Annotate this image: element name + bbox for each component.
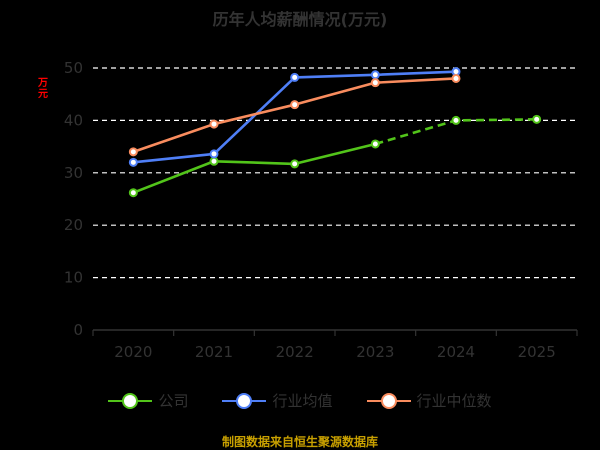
legend-symbol-industry-mean: [222, 392, 267, 409]
data-point[interactable]: [532, 114, 542, 124]
data-source-note: 制图数据来自恒生聚源数据库: [221, 435, 378, 449]
legend: 公司 行业均值 行业中位数: [0, 390, 600, 411]
data-point[interactable]: [209, 119, 219, 129]
y-tick-label: 0: [73, 321, 83, 339]
x-tick-label: 2025: [518, 343, 556, 361]
data-point[interactable]: [128, 188, 138, 198]
series-line: [132, 77, 457, 154]
data-point[interactable]: [451, 73, 461, 83]
data-point[interactable]: [128, 157, 138, 167]
y-tick-label: 30: [64, 164, 83, 182]
x-tick-label: 2020: [114, 343, 152, 361]
legend-item-company[interactable]: 公司: [108, 390, 188, 411]
x-tick-label: 2023: [356, 343, 394, 361]
x-tick-label: 2021: [195, 343, 233, 361]
grid-lines: [93, 67, 577, 279]
legend-item-industry-median[interactable]: 行业中位数: [366, 390, 492, 411]
axes: 0 10 20 30 40 50 2020 2021 2022 2023 2024 2025: [64, 59, 578, 361]
y-tick-label: 20: [64, 216, 83, 234]
legend-symbol-company: [108, 392, 153, 409]
legend-label-industry-median: 行业中位数: [416, 392, 492, 410]
legend-label-industry-mean: 行业均值: [272, 392, 333, 410]
data-point[interactable]: [209, 156, 219, 166]
legend-symbol-industry-median: [366, 392, 411, 409]
data-point[interactable]: [370, 78, 380, 88]
series-line: [132, 142, 376, 194]
x-tick-label: 2024: [437, 343, 475, 361]
data-point[interactable]: [128, 147, 138, 157]
data-point[interactable]: [370, 139, 380, 149]
y-tick-label: 40: [64, 111, 83, 129]
data-point[interactable]: [290, 159, 300, 169]
series-1: [128, 67, 461, 167]
data-point[interactable]: [370, 70, 380, 80]
data-point[interactable]: [451, 115, 461, 125]
series-lines: [128, 67, 542, 198]
legend-item-industry-mean[interactable]: 行业均值: [222, 390, 333, 411]
legend-label-company: 公司: [158, 392, 189, 410]
data-point[interactable]: [290, 72, 300, 82]
chart-title: 历年人均薪酬情况(万元): [212, 10, 388, 29]
y-tick-label: 10: [64, 269, 83, 287]
y-tick-label: 50: [64, 59, 83, 77]
series-line: [133, 70, 457, 164]
x-tick-label: 2022: [276, 343, 314, 361]
data-point[interactable]: [290, 100, 300, 110]
y-axis-label: 万元: [38, 78, 48, 100]
series-0: [128, 114, 542, 198]
series-2: [128, 73, 461, 157]
data-point[interactable]: [209, 149, 219, 159]
